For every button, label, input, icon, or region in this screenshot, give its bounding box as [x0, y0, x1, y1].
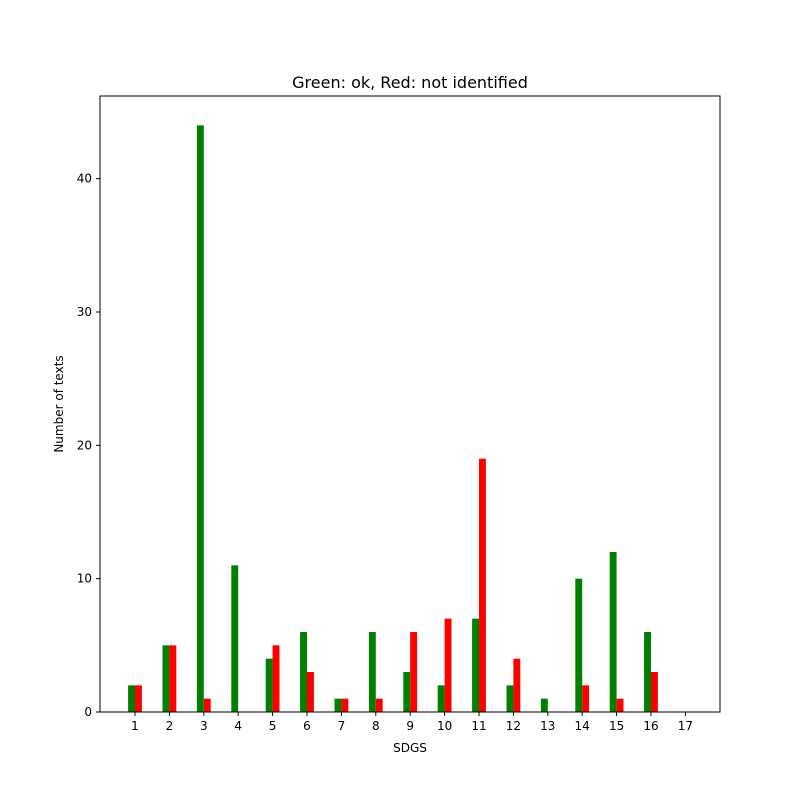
x-tick-label: 12 — [506, 719, 521, 733]
bar-series2-sdg-7 — [341, 698, 349, 712]
x-axis-title: SDGS — [393, 741, 427, 755]
x-tick-label: 9 — [406, 719, 414, 733]
bar-series2-sdg-11 — [479, 458, 486, 712]
bar-series2-sdg-1 — [135, 685, 142, 712]
bar-series2-sdg-8 — [375, 698, 383, 712]
x-tick-label: 8 — [372, 719, 380, 733]
bar-series2-sdg-14 — [582, 685, 590, 712]
x-tick-label: 6 — [303, 719, 311, 733]
bar-series1-sdg-15 — [609, 552, 617, 712]
y-tick-label: 0 — [84, 705, 92, 719]
y-tick-label: 20 — [77, 438, 92, 452]
bar-series1-sdg-11 — [472, 618, 479, 712]
y-axis-ticks: 0 10 20 30 40 — [77, 172, 100, 719]
bar-series1-sdg-4 — [231, 565, 239, 712]
bar-series1-sdg-3 — [196, 125, 204, 712]
x-tick-label: 3 — [200, 719, 208, 733]
x-tick-label: 14 — [575, 719, 590, 733]
bar-series1-sdg-7 — [334, 698, 342, 712]
bar-series1-sdg-5 — [265, 658, 273, 712]
bar-series1-sdg-10 — [437, 685, 445, 712]
x-tick-label: 16 — [643, 719, 658, 733]
bar-series2-sdg-2 — [169, 645, 177, 712]
y-tick-label: 30 — [77, 305, 92, 319]
x-tick-label: 2 — [166, 719, 174, 733]
x-tick-label: 17 — [678, 719, 693, 733]
bar-series1-sdg-2 — [162, 645, 170, 712]
bar-series1-sdg-16 — [644, 632, 651, 712]
x-tick-label: 10 — [437, 719, 452, 733]
bar-series1-sdg-1 — [128, 685, 135, 712]
bar-series2-sdg-3 — [203, 698, 211, 712]
y-tick-label: 10 — [77, 572, 92, 586]
bar-series1-sdg-9 — [403, 672, 411, 712]
chart-title: Green: ok, Red: not identified — [292, 73, 528, 92]
bar-series1-sdg-6 — [300, 632, 307, 712]
x-tick-label: 4 — [234, 719, 242, 733]
bar-series1-sdg-13 — [540, 698, 548, 712]
bar-series2-sdg-15 — [616, 698, 624, 712]
x-tick-label: 5 — [269, 719, 277, 733]
x-tick-label: 1 — [131, 719, 139, 733]
bar-series2-sdg-6 — [307, 672, 314, 712]
x-axis-ticks: 1 2 3 4 5 6 7 8 9 10 11 12 13 14 15 16 17 — [131, 712, 693, 733]
bar-series1-sdg-12 — [506, 685, 514, 712]
x-tick-label: 11 — [471, 719, 486, 733]
x-tick-label: 7 — [338, 719, 346, 733]
y-tick-label: 40 — [77, 172, 92, 186]
bar-series2-sdg-12 — [513, 658, 521, 712]
plot-frame — [99, 95, 721, 713]
bar-series2-sdg-5 — [272, 645, 280, 712]
bars-group — [128, 125, 658, 712]
bar-series2-sdg-9 — [410, 632, 418, 712]
x-tick-label: 13 — [540, 719, 555, 733]
bar-series1-sdg-8 — [368, 632, 376, 712]
y-axis-title: Number of texts — [52, 355, 66, 452]
x-tick-label: 15 — [609, 719, 624, 733]
bar-series2-sdg-16 — [651, 672, 658, 712]
bar-series1-sdg-14 — [575, 578, 583, 712]
bar-series2-sdg-10 — [444, 618, 452, 712]
